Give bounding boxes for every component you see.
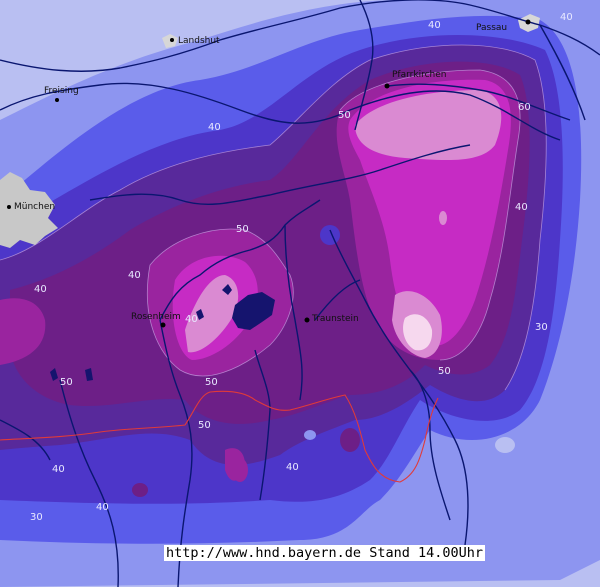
city-marker <box>170 38 174 42</box>
lake <box>50 368 58 381</box>
city-label-landshut: Landshut <box>178 36 220 46</box>
lake <box>196 309 204 320</box>
munich-urban-area <box>0 172 58 248</box>
contour-label: 40 <box>34 284 47 295</box>
contour-label: 40 <box>286 462 299 473</box>
contour-label: 60 <box>518 102 531 113</box>
chiemsee-lake <box>232 292 275 330</box>
contour-spot <box>495 437 515 453</box>
city-landshut: Landshut <box>170 36 220 46</box>
city-label-passau: Passau <box>476 23 507 33</box>
contour-label: 50 <box>205 377 218 388</box>
contour-label: 50 <box>236 224 249 235</box>
city-rosenheim: Rosenheim <box>131 312 181 328</box>
city-marker <box>55 98 59 102</box>
city-label-traunstein: Traunstein <box>311 314 359 324</box>
city-marker <box>7 205 11 209</box>
contour-label: 30 <box>30 512 43 523</box>
contour-label: 50 <box>60 377 73 388</box>
contour-label: 50 <box>198 420 211 431</box>
lake <box>222 284 232 295</box>
contour-spot <box>320 225 340 245</box>
city-label-muenchen: München <box>14 202 55 212</box>
city-freising: Freising <box>44 86 79 102</box>
contour-label: 50 <box>338 110 351 121</box>
contour-spot <box>304 430 316 440</box>
city-marker <box>525 19 531 25</box>
landshut-urban-area <box>162 34 178 48</box>
city-marker <box>384 83 390 89</box>
city-marker <box>160 322 166 328</box>
contour-label: 40 <box>428 20 441 31</box>
contour-area-90 <box>403 314 433 351</box>
contour-spot <box>132 483 148 497</box>
contour-labels: 40 40 40 40 40 40 50 50 50 50 50 60 40 4… <box>30 12 573 523</box>
contour-label: 40 <box>208 122 221 133</box>
national-border <box>0 390 439 483</box>
contour-spot <box>232 458 248 482</box>
city-passau: Passau <box>476 19 531 33</box>
contour-label: 30 <box>535 322 548 333</box>
contour-label: 40 <box>128 270 141 281</box>
city-marker <box>304 317 310 323</box>
source-timestamp-label: http://www.hnd.bayern.de Stand 14.00Uhr <box>164 545 485 561</box>
contour-label: 50 <box>438 366 451 377</box>
city-label-pfarrkirchen: Pfarrkirchen <box>392 70 446 80</box>
lake <box>85 368 93 381</box>
city-label-rosenheim: Rosenheim <box>131 312 181 322</box>
city-traunstein: Traunstein <box>304 314 359 324</box>
contour-label: 40 <box>52 464 65 475</box>
contour-label: 40 <box>96 502 109 513</box>
city-muenchen: München <box>7 202 55 212</box>
contour-spot <box>340 428 360 452</box>
city-pfarrkirchen: Pfarrkirchen <box>384 70 446 89</box>
contour-label: 40 <box>560 12 573 23</box>
city-label-freising: Freising <box>44 86 79 96</box>
contour-spot <box>439 211 447 225</box>
contour-label: 40 <box>185 314 198 325</box>
contour-label: 40 <box>515 202 528 213</box>
